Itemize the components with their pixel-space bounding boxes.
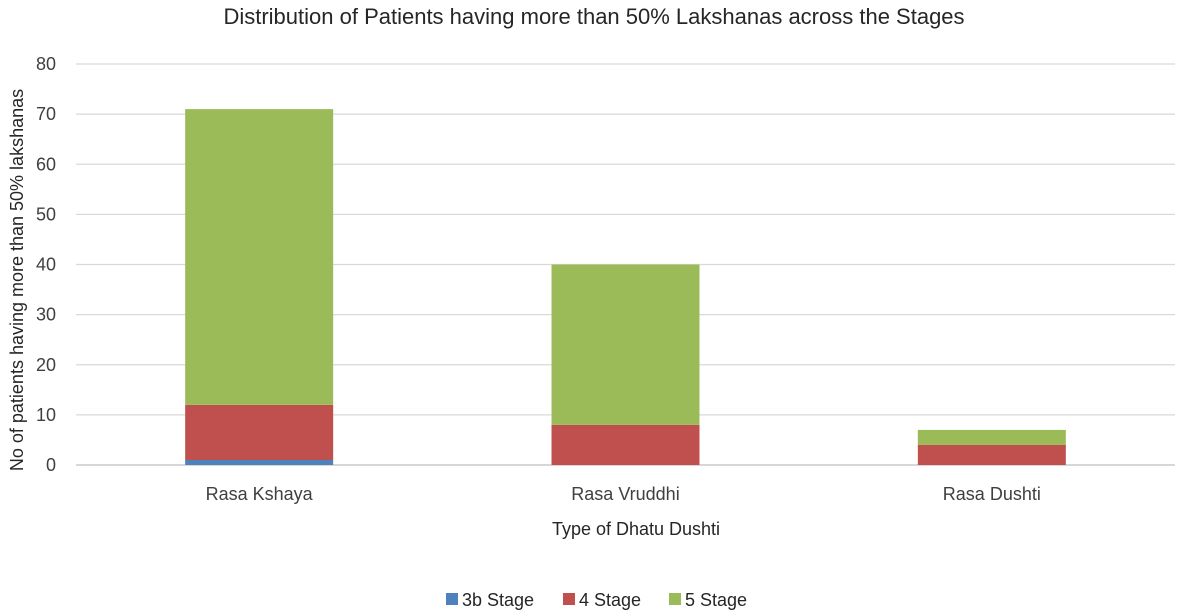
bar-segment <box>551 264 700 425</box>
bar-segment <box>917 444 1066 465</box>
bar-segment <box>185 109 334 405</box>
y-axis-label: No of patients having more than 50% laks… <box>7 89 27 471</box>
legend: 3b Stage 4 Stage 5 Stage <box>446 590 747 610</box>
legend-label: 5 Stage <box>685 590 747 610</box>
y-tick-label: 80 <box>36 54 56 74</box>
bar-segment <box>551 424 700 465</box>
bar-segment <box>185 404 334 460</box>
y-tick-label: 50 <box>36 204 56 224</box>
y-tick-label: 40 <box>36 255 56 275</box>
y-tick-label: 10 <box>36 405 56 425</box>
x-axis-label: Type of Dhatu Dushti <box>552 519 720 539</box>
legend-swatch <box>563 593 575 605</box>
legend-label: 3b Stage <box>462 590 534 610</box>
bar-segment <box>185 459 334 465</box>
x-tick-label: Rasa Vruddhi <box>571 484 679 504</box>
legend-swatch <box>669 593 681 605</box>
x-tick-label: Rasa Dushti <box>943 484 1041 504</box>
y-axis-ticks: 0 10 20 30 40 50 60 70 80 <box>36 54 56 475</box>
x-tick-label: Rasa Kshaya <box>206 484 314 504</box>
chart-title: Distribution of Patients having more tha… <box>223 4 964 29</box>
x-axis-ticks: Rasa Kshaya Rasa Vruddhi Rasa Dushti <box>206 484 1041 504</box>
bar-segment <box>917 429 1066 445</box>
bars <box>185 109 1066 465</box>
y-tick-label: 60 <box>36 154 56 174</box>
y-tick-label: 0 <box>46 455 56 475</box>
y-tick-label: 20 <box>36 355 56 375</box>
legend-label: 4 Stage <box>579 590 641 610</box>
legend-swatch <box>446 593 458 605</box>
y-tick-label: 30 <box>36 305 56 325</box>
y-tick-label: 70 <box>36 104 56 124</box>
